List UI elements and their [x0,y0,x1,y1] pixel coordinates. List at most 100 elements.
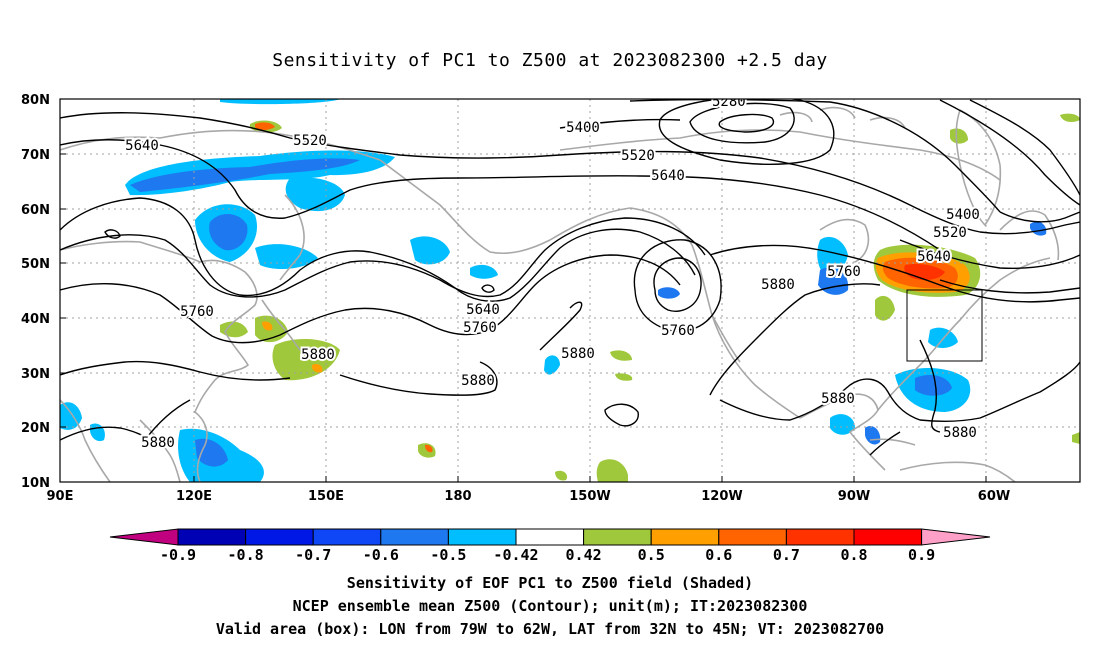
contour-label: 5280 [712,94,746,110]
contour-5760-mid [60,254,681,344]
contour-5880-west-c [144,399,191,441]
valid-area-box [906,289,983,362]
lat-label: 60N [21,203,50,218]
colorbar-label: 0.7 [773,546,800,564]
contour-label: 5880 [821,391,855,407]
colorbar-cell [109,528,179,546]
shade-blue-philippines [195,438,228,467]
shade-green-japan-sea [220,321,248,338]
contour-label: 5760 [180,304,214,320]
contour-small-mid [481,284,495,293]
lon-label: 120W [701,489,742,504]
lon-label: 120E [176,489,212,504]
colorbar-cell [650,528,720,546]
contour-5520-east [979,221,1080,235]
coast-na-west [549,207,801,419]
contour-label: 5520 [293,133,327,149]
contour-east-upper-1 [969,99,1080,196]
caption-shading: Sensitivity of EOF PC1 to Z500 field (Sh… [346,574,754,592]
contour-5640-mid [60,217,706,298]
lon-label: 180 [444,489,471,504]
contour-5880-west [60,360,291,381]
shade-green-pacific-west [272,338,340,381]
contour-5880-center [339,361,498,396]
shade-blue-gulf-alaska [470,264,498,279]
contour-5880-south [604,403,639,427]
latitude-labels: 80N 70N 60N 50N 40N 30N 20N 10N [21,93,50,491]
shade-orange-japan [262,321,273,331]
shade-blue-hawaii [544,355,560,375]
shade-green-east-edge [1072,432,1080,444]
shade-blue-north-asia-core [130,158,360,192]
contour-5520-north [60,112,981,233]
coast-cuba [869,438,916,446]
coast-kamchatka [279,194,305,281]
sensitivity-shading [60,99,1080,482]
coast-labrador [999,210,1060,261]
contour-5640-east [899,239,1080,270]
coast-greenland [955,109,1002,227]
contour-labels: 5280 5400 5520 5640 5520 5640 5400 5520 … [123,94,982,453]
contour-label: 5640 [466,302,500,318]
contour-label: 5880 [761,277,795,293]
colorbar-label: -0.9 [160,546,196,564]
shade-blue-kamchatka [285,177,345,212]
coast-alaska [379,159,551,255]
contour-label: 5880 [561,346,595,362]
contour-5400-east [999,211,1080,223]
colorbar-cell [718,528,787,546]
contour-5640-north [60,139,941,251]
contour-label: 5880 [943,425,977,441]
coast-japan [261,299,301,351]
lon-label: 150W [569,489,610,504]
lon-label: 150E [308,489,344,504]
colorbar-label: 0.5 [638,546,665,564]
shade-green-hawaii-east [610,350,632,361]
lat-label: 80N [21,93,50,108]
shade-orange-pacific-west [311,363,323,373]
contour-5880-east [709,283,881,396]
coast-indochina [139,419,181,482]
colorbar-cell [921,528,991,546]
colorbar-cell [447,528,517,546]
colorbar-label: -0.8 [228,546,264,564]
shade-blue-india [60,402,82,430]
contour-5400-b [559,118,681,129]
contour-5760-north [60,197,696,302]
contour-label: 5400 [946,207,980,223]
contour-label: 5520 [933,225,967,241]
contour-small-west [104,229,121,239]
colorbar-cell [380,528,449,546]
contour-label: 5880 [141,435,175,451]
colorbar [109,528,991,546]
lon-label: 90E [47,489,74,504]
contour-5280 [689,102,795,144]
colorbar-label: 0.42 [566,546,602,564]
shade-blue-canada [817,236,848,275]
contour-east-upper-2 [939,99,1080,206]
contour-5760-east [709,244,1080,303]
contour-5760-low-outer [633,239,722,332]
coast-asia-east [60,240,258,482]
lon-label: 90W [838,489,870,504]
contour-label: 5400 [566,120,600,136]
shade-green-hawaii-south [615,373,633,381]
contour-east-lower-1 [939,279,1080,294]
shade-blue-aleutian [410,236,450,265]
colorbar-cell [583,528,652,546]
lat-label: 70N [21,148,50,163]
grid-lines [60,99,1080,482]
shade-blue-atlantic-core [915,375,952,396]
shade-green-pacific-south [596,459,628,482]
contour-label: 5640 [917,249,951,265]
shade-blue-pacific-low [658,287,680,299]
colorbar-cell [853,528,923,546]
lat-label: 20N [21,421,50,436]
lat-label: 50N [21,257,50,272]
contour-label: 5640 [125,138,159,154]
contour-5880-hatch [919,339,941,433]
coast-hudson [819,218,870,263]
contour-5760-low [653,257,702,312]
coast-na-east [877,257,1051,411]
